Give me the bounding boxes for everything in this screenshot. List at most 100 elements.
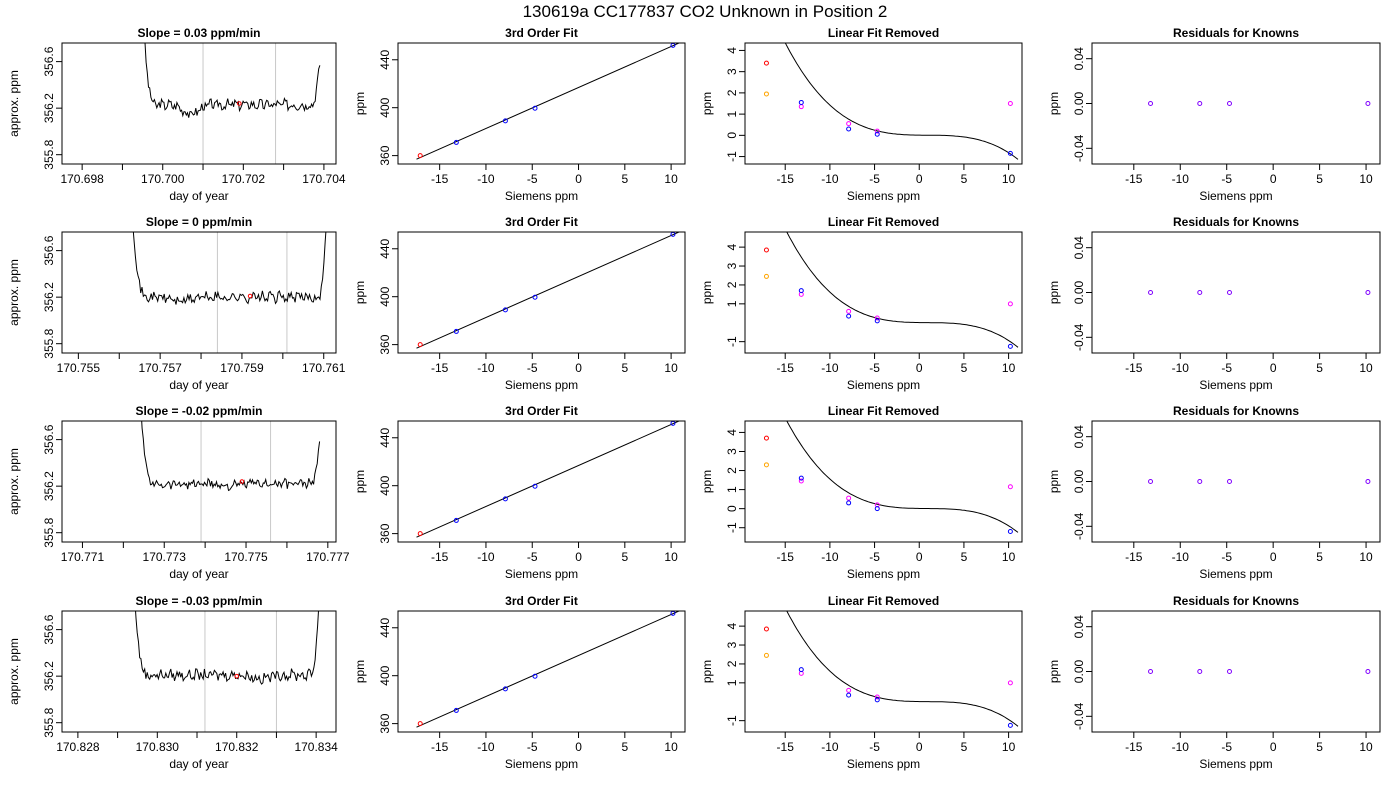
plot-area: [144, 43, 321, 164]
x-tick-label: -10: [477, 550, 495, 564]
y-tick-label: -1: [725, 522, 739, 533]
panel-r2-c2: Linear Fit Removed-15 -10 -5 0 5 10-101234Sie…: [700, 404, 1023, 581]
x-tick-label: -10: [477, 740, 495, 754]
y-tick-label: 3: [725, 68, 739, 75]
x-tick-label: 5: [621, 550, 628, 564]
x-tick-label: -5: [1221, 740, 1232, 754]
panel-title: Linear Fit Removed: [828, 26, 939, 40]
y-axis-label: ppm: [1047, 660, 1061, 683]
unknown-point: [763, 626, 769, 632]
x-tick-label: 10: [1359, 172, 1373, 186]
known-residual-point: [1226, 290, 1232, 295]
linear-residual-point: [874, 694, 880, 700]
x-tick-label: 5: [1316, 740, 1323, 754]
plot-frame: [744, 42, 1023, 165]
known-residual-point: [1226, 669, 1232, 674]
x-tick-label: -5: [1221, 550, 1232, 564]
y-tick-label: 360: [378, 713, 392, 733]
x-tick-label: -5: [869, 740, 880, 754]
cubic-fit-curve: [786, 421, 1019, 533]
x-tick-label: 0: [916, 361, 923, 375]
x-tick-label: 10: [664, 740, 678, 754]
standard-point: [453, 139, 459, 145]
y-tick-label: 440: [378, 617, 392, 637]
x-axis-label: Siemens ppm: [1199, 757, 1272, 771]
x-tick-label: -10: [821, 172, 839, 186]
x-tick-label: 170.773: [143, 550, 187, 564]
plot-frame: [397, 420, 686, 543]
panel-title: 3rd Order Fit: [505, 404, 578, 418]
panel-title: Residuals for Knowns: [1173, 26, 1299, 40]
y-tick-label: 0.00: [1072, 469, 1086, 493]
y-tick-label: 0.04: [1072, 236, 1086, 260]
y-tick-label: 0.04: [1072, 47, 1086, 71]
x-tick-label: 0: [1270, 361, 1277, 375]
plot-frame: [397, 42, 686, 165]
standard-point: [846, 692, 852, 698]
panel-r1-c1: 3rd Order Fit -15 -10 -5 0 5 10 360 400 440 Siemen…: [353, 215, 686, 392]
x-tick-label: 10: [1359, 550, 1373, 564]
x-tick-label: 5: [621, 361, 628, 375]
panel-r2-c3: Residuals for Knowns -15 -10 -5 0 5 10 -0.04 0.0…: [1047, 404, 1381, 581]
standard-point: [453, 517, 459, 523]
panel-r0-c3: Residuals for Knowns -15 -10 -5 0 5 10 -0.04 0.0…: [1047, 26, 1381, 203]
y-tick-label: 1: [725, 679, 739, 686]
plot-area: [1148, 101, 1371, 106]
y-tick-label: -0.04: [1072, 323, 1086, 351]
standard-point: [532, 673, 538, 679]
x-tick-label: 10: [1002, 172, 1016, 186]
y-tick-label: 2: [725, 89, 739, 96]
x-tick-label: -10: [821, 361, 839, 375]
x-tick-label: 0: [916, 740, 923, 754]
x-tick-label: 5: [1316, 550, 1323, 564]
analyzer-trace-line: [141, 421, 321, 492]
known-residual-point: [1365, 101, 1371, 106]
linear-unknown-point: [763, 273, 769, 279]
linear-unknown-point: [763, 91, 769, 97]
panel-title: 3rd Order Fit: [505, 26, 578, 40]
panel-title: 3rd Order Fit: [505, 215, 578, 229]
known-residual-point: [1365, 669, 1371, 674]
x-tick-label: -15: [431, 361, 449, 375]
y-tick-label: 356.2: [42, 471, 56, 501]
standard-point: [846, 126, 852, 132]
plot-frame: [744, 231, 1023, 354]
y-tick-label: -0.04: [1072, 702, 1086, 730]
plot-frame: [61, 610, 337, 733]
x-tick-label: 0: [575, 740, 582, 754]
known-residual-point: [1197, 290, 1203, 295]
x-axis-label: Siemens ppm: [505, 757, 578, 771]
x-axis-label: Siemens ppm: [1199, 567, 1272, 581]
panel-r1-c0: Slope = 0 ppm/min 170.755 170.757 170.759 17…: [7, 215, 346, 392]
standard-point: [798, 99, 804, 105]
x-tick-label: -5: [527, 172, 538, 186]
x-axis-label: Siemens ppm: [847, 189, 920, 203]
plot-frame: [1091, 420, 1381, 543]
x-tick-label: 170.704: [302, 172, 346, 186]
standard-point: [798, 475, 804, 481]
linear-residual-point: [1007, 484, 1013, 490]
panel-r2-c1: 3rd Order Fit -15 -10 -5 0 5 10 360 400 440 Siemen…: [353, 404, 686, 581]
standard-point: [846, 313, 852, 319]
x-tick-label: -10: [1172, 361, 1190, 375]
x-tick-label: -15: [1125, 740, 1143, 754]
plot-frame: [744, 610, 1023, 733]
y-tick-label: 360: [378, 145, 392, 165]
y-tick-label: 4: [725, 622, 739, 629]
known-residual-point: [1226, 101, 1232, 106]
x-axis-label: day of year: [169, 189, 228, 203]
x-axis-label: day of year: [169, 378, 228, 392]
y-tick-label: 400: [378, 286, 392, 306]
cubic-fit-curve: [784, 43, 1019, 160]
y-axis-label: ppm: [700, 92, 714, 115]
x-tick-label: -10: [1172, 172, 1190, 186]
unknown-sample-point: [239, 479, 245, 484]
figure-title: 130619a CC177837 CO2 Unknown in Position…: [523, 2, 888, 21]
y-tick-label: -1: [725, 715, 739, 726]
x-tick-label: 170.757: [138, 361, 182, 375]
standard-point: [532, 294, 538, 300]
plot-area: [763, 232, 1019, 349]
y-axis-label: ppm: [700, 660, 714, 683]
standard-point: [502, 118, 508, 124]
plot-frame: [1091, 610, 1381, 733]
